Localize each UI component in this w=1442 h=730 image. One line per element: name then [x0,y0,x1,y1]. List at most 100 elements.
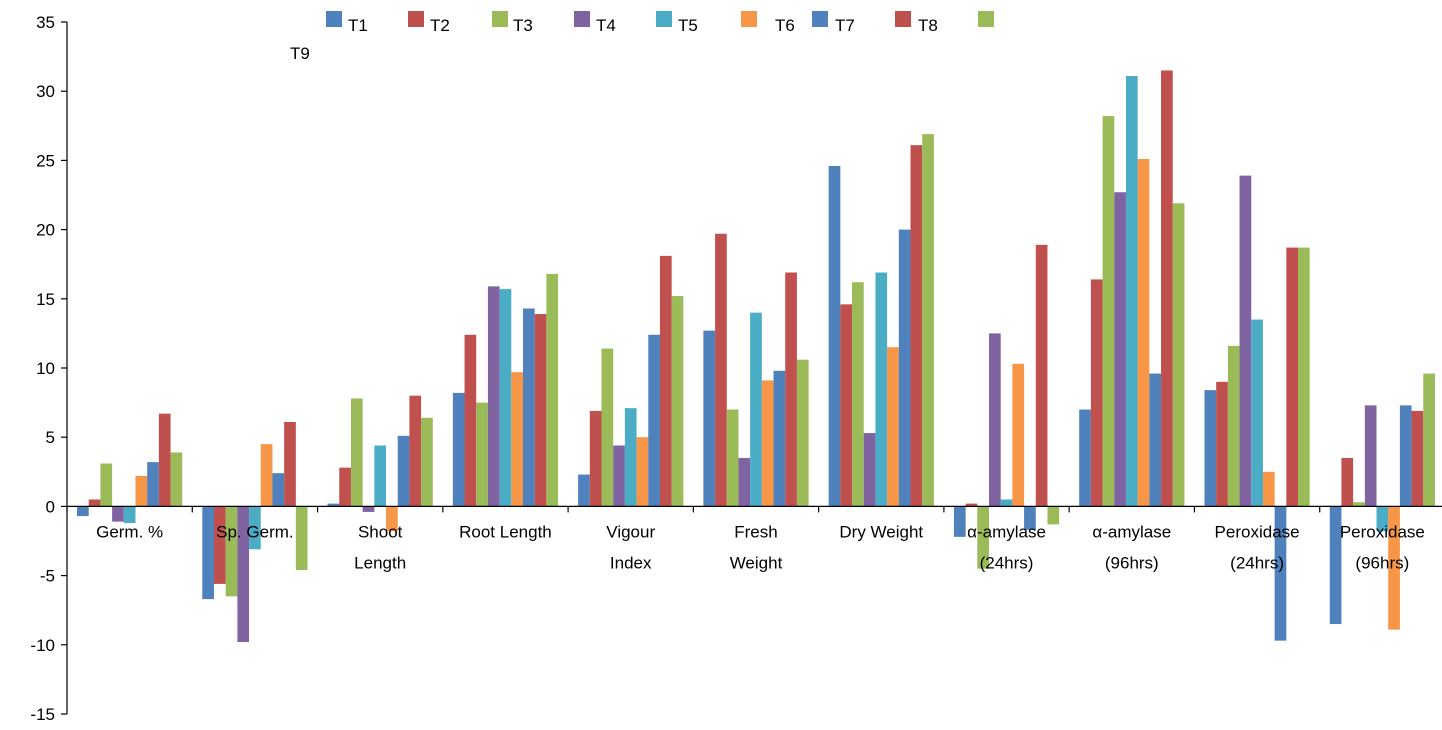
bar-t9-1 [295,506,308,571]
y-tick-label: 15 [36,290,55,309]
bar-t4-2 [362,506,375,512]
bar-t6-4 [636,437,649,507]
bar-t2-7 [965,503,978,507]
bar-t1-5 [703,330,716,507]
bar-t3-4 [601,348,614,507]
x-category-label: Fresh [734,522,777,541]
legend-swatch-t2 [408,11,424,27]
x-category-label: Weight [730,553,783,572]
legend-swatch-t5 [656,11,672,27]
bar-t7-1 [272,473,285,507]
legend-swatch-t7 [812,11,828,27]
bar-t4-4 [613,445,625,507]
bar-t4-1 [237,506,250,643]
legend-label-t4: T4 [596,16,616,35]
x-category-label: α-amylase [1092,522,1171,541]
bar-t9-8 [1172,203,1185,507]
bar-t9-2 [421,417,433,507]
y-tick-label: 0 [46,497,55,516]
bar-t6-3 [511,372,523,507]
bar-t5-6 [875,272,888,507]
bar-t6-5 [761,380,774,507]
bar-t7-7 [1024,506,1036,530]
x-category-label: Root Length [459,522,552,541]
x-category-label: Shoot [358,522,403,541]
bar-t9-6 [922,134,934,507]
x-category-label: Index [610,553,652,572]
bar-t9-9 [1298,247,1310,507]
legend-label-t8: T8 [918,16,938,35]
bar-t7-6 [898,229,911,507]
bar-t3-3 [476,402,488,507]
bar-t5-1 [249,506,261,550]
bar-t5-2 [374,445,387,507]
bar-t9-7 [1047,506,1060,525]
bar-t1-3 [452,392,465,507]
bar-t4-10 [1364,405,1377,507]
bar-t3-6 [852,282,864,507]
x-category-label: (96hrs) [1355,553,1409,572]
y-tick-label: -15 [30,705,55,724]
bar-t6-6 [887,347,899,507]
bar-t1-10 [1329,506,1342,625]
bar-t7-0 [147,462,159,507]
bar-t8-1 [284,421,296,507]
bar-t4-3 [487,286,500,507]
bar-t7-2 [397,435,410,507]
bar-t2-5 [715,233,727,507]
bar-t8-0 [158,413,171,507]
bar-t2-0 [88,499,101,507]
bar-t1-9 [1204,390,1217,507]
bar-t5-9 [1251,319,1263,507]
bar-t5-3 [499,289,512,507]
x-category-label: Peroxidase [1215,522,1300,541]
bar-t9-0 [170,452,183,507]
bar-t7-5 [773,370,786,507]
x-category-label: Germ. % [96,522,163,541]
bar-t5-0 [123,506,136,524]
bar-t8-10 [1411,410,1424,507]
bar-t6-10 [1388,506,1400,630]
bar-t7-3 [522,308,535,507]
bar-t5-8 [1125,75,1138,507]
y-tick-label: 5 [46,428,55,447]
axes-layer: -15 -10 -5 0 5 10 15 20 25 30 35 Germ. % Sp. Germ. Sh… [30,13,1442,724]
legend-swatch-t9 [978,11,994,27]
bar-t2-2 [339,467,351,507]
bar-t8-4 [659,255,672,507]
bar-t4-7 [989,333,1001,507]
bar-t2-9 [1216,381,1228,507]
bar-t4-8 [1114,192,1126,507]
bar-t9-10 [1423,373,1435,507]
bar-t3-9 [1227,345,1240,507]
bar-t3-5 [726,409,739,507]
bar-t7-10 [1399,405,1412,507]
bar-t7-9 [1274,506,1287,641]
x-category-label: α-amylase [967,522,1046,541]
legend-label-t7: T7 [835,16,855,35]
bar-t6-1 [260,444,273,507]
bar-t1-0 [77,506,89,517]
bar-t2-4 [589,410,602,507]
legend: T1 T2 T3 T4 T5 T6 T7 T8 T9 [290,11,994,63]
bar-t5-10 [1376,506,1389,532]
bar-t3-8 [1102,116,1115,507]
x-category-label: Dry Weight [839,522,923,541]
bar-t5-7 [1000,499,1013,507]
bar-t1-8 [1079,409,1091,507]
bar-t1-2 [327,503,340,507]
bar-t3-2 [350,398,363,507]
bar-t2-10 [1341,457,1354,507]
y-tick-label: -5 [40,567,55,586]
bars-layer [77,70,1435,643]
x-category-label: (96hrs) [1105,553,1159,572]
bar-t1-7 [953,506,966,537]
bar-t2-1 [213,506,226,584]
x-category-label: (24hrs) [980,553,1034,572]
x-category-label: Peroxidase [1340,522,1425,541]
legend-label-t9: T9 [290,44,310,63]
bar-t2-3 [464,334,477,507]
bar-t7-8 [1149,373,1162,507]
bar-t4-9 [1239,175,1252,507]
